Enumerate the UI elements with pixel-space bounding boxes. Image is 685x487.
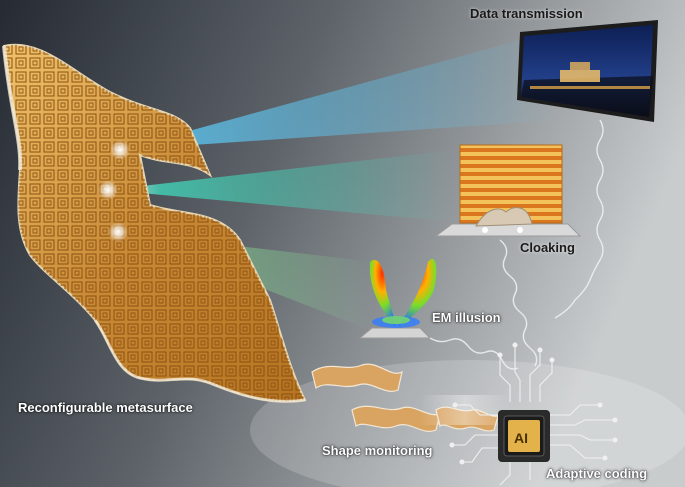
label-shape-monitoring: Shape monitoring <box>322 443 433 458</box>
spark-3 <box>108 222 128 242</box>
spark-1 <box>110 140 130 160</box>
monitor-icon <box>517 20 658 122</box>
spark-2 <box>98 180 118 200</box>
reconfigurable-metasurface <box>2 43 307 403</box>
signal-waves <box>429 119 604 370</box>
chip-label: AI <box>514 430 528 446</box>
circuit-lines <box>449 342 618 486</box>
cloaking-sample <box>434 144 582 237</box>
label-cloaking: Cloaking <box>520 240 575 255</box>
label-data-transmission: Data transmission <box>470 6 583 21</box>
ai-chip-icon <box>498 410 550 462</box>
label-em-illusion: EM illusion <box>432 310 501 325</box>
radiation-pattern-icon <box>358 259 437 339</box>
beam-cloaking <box>108 150 455 222</box>
shape-monitoring-samples <box>311 363 510 432</box>
beam-data-transmission <box>120 40 560 150</box>
label-reconfigurable-metasurface: Reconfigurable metasurface <box>18 400 193 415</box>
label-adaptive-coding: Adaptive coding <box>546 466 648 481</box>
